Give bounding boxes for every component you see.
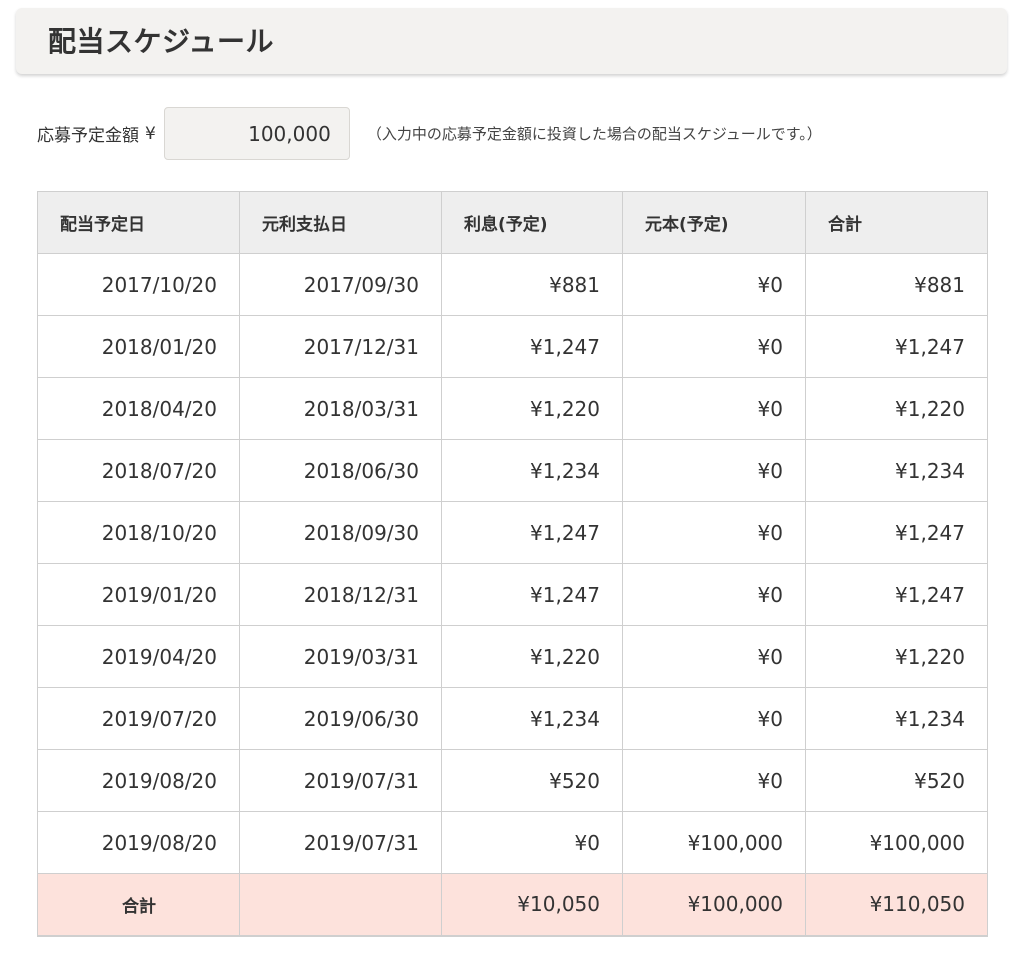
principal-cell: ¥0 xyxy=(622,439,806,502)
dividend-date-cell: 2018/07/20 xyxy=(37,439,240,502)
total-interest-cell: ¥10,050 xyxy=(441,873,623,937)
table-row: 2018/10/20 2018/09/30 ¥1,247 ¥0 ¥1,247 xyxy=(37,501,988,564)
dividend-schedule-table: 配当予定日 元利支払日 利息(予定) 元本(予定) 合計 2017/10/20 … xyxy=(37,191,988,937)
interest-cell: ¥881 xyxy=(441,253,623,316)
total-cell: ¥1,234 xyxy=(805,687,988,750)
column-header-payment-date: 元利支払日 xyxy=(239,191,442,254)
table-row: 2019/07/20 2019/06/30 ¥1,234 ¥0 ¥1,234 xyxy=(37,687,988,750)
interest-cell: ¥1,234 xyxy=(441,687,623,750)
total-cell: ¥100,000 xyxy=(805,811,988,874)
principal-cell: ¥100,000 xyxy=(622,811,806,874)
amount-row: 応募予定金額 ¥ （入力中の応募予定金額に投資した場合の配当スケジュールです。） xyxy=(37,107,822,160)
total-row: 合計 ¥10,050 ¥100,000 ¥110,050 xyxy=(37,873,988,937)
page-header: 配当スケジュール xyxy=(16,8,1007,74)
dividend-date-cell: 2018/01/20 xyxy=(37,315,240,378)
payment-date-cell: 2018/12/31 xyxy=(239,563,442,626)
table-header-row: 配当予定日 元利支払日 利息(予定) 元本(予定) 合計 xyxy=(37,191,988,254)
payment-date-cell: 2019/06/30 xyxy=(239,687,442,750)
dividend-date-cell: 2019/01/20 xyxy=(37,563,240,626)
principal-cell: ¥0 xyxy=(622,315,806,378)
total-cell: ¥1,220 xyxy=(805,377,988,440)
interest-cell: ¥1,247 xyxy=(441,563,623,626)
total-cell: ¥1,220 xyxy=(805,625,988,688)
page-title: 配当スケジュール xyxy=(48,25,275,58)
payment-date-cell: 2017/12/31 xyxy=(239,315,442,378)
amount-note: （入力中の応募予定金額に投資した場合の配当スケジュールです。） xyxy=(366,125,822,143)
principal-cell: ¥0 xyxy=(622,687,806,750)
dividend-date-cell: 2018/04/20 xyxy=(37,377,240,440)
principal-cell: ¥0 xyxy=(622,625,806,688)
column-header-dividend-date: 配当予定日 xyxy=(37,191,240,254)
interest-cell: ¥1,234 xyxy=(441,439,623,502)
dividend-date-cell: 2019/04/20 xyxy=(37,625,240,688)
table-row: 2019/04/20 2019/03/31 ¥1,220 ¥0 ¥1,220 xyxy=(37,625,988,688)
dividend-date-cell: 2018/10/20 xyxy=(37,501,240,564)
payment-date-cell: 2019/07/31 xyxy=(239,811,442,874)
dividend-date-cell: 2019/08/20 xyxy=(37,811,240,874)
interest-cell: ¥0 xyxy=(441,811,623,874)
table-row: 2018/04/20 2018/03/31 ¥1,220 ¥0 ¥1,220 xyxy=(37,377,988,440)
interest-cell: ¥520 xyxy=(441,749,623,812)
total-principal-cell: ¥100,000 xyxy=(622,873,806,937)
payment-date-cell: 2018/03/31 xyxy=(239,377,442,440)
table-row: 2017/10/20 2017/09/30 ¥881 ¥0 ¥881 xyxy=(37,253,988,316)
interest-cell: ¥1,247 xyxy=(441,315,623,378)
payment-date-cell: 2017/09/30 xyxy=(239,253,442,316)
payment-date-cell: 2018/06/30 xyxy=(239,439,442,502)
principal-cell: ¥0 xyxy=(622,749,806,812)
amount-label: 応募予定金額 xyxy=(37,126,139,146)
table-row: 2019/08/20 2019/07/31 ¥0 ¥100,000 ¥100,0… xyxy=(37,811,988,874)
dividend-date-cell: 2019/07/20 xyxy=(37,687,240,750)
total-cell: ¥1,247 xyxy=(805,315,988,378)
grand-total-cell: ¥110,050 xyxy=(805,873,988,937)
table-row: 2019/08/20 2019/07/31 ¥520 ¥0 ¥520 xyxy=(37,749,988,812)
payment-date-cell: 2019/07/31 xyxy=(239,749,442,812)
currency-symbol: ¥ xyxy=(145,123,156,144)
payment-date-cell: 2018/09/30 xyxy=(239,501,442,564)
interest-cell: ¥1,220 xyxy=(441,377,623,440)
principal-cell: ¥0 xyxy=(622,563,806,626)
total-cell: ¥1,247 xyxy=(805,563,988,626)
dividend-date-cell: 2017/10/20 xyxy=(37,253,240,316)
column-header-total: 合計 xyxy=(805,191,988,254)
column-header-principal: 元本(予定) xyxy=(622,191,806,254)
total-row-label: 合計 xyxy=(37,873,240,937)
total-cell: ¥1,234 xyxy=(805,439,988,502)
total-cell: ¥881 xyxy=(805,253,988,316)
principal-cell: ¥0 xyxy=(622,253,806,316)
total-cell: ¥520 xyxy=(805,749,988,812)
principal-cell: ¥0 xyxy=(622,377,806,440)
principal-cell: ¥0 xyxy=(622,501,806,564)
column-header-interest: 利息(予定) xyxy=(441,191,623,254)
table-row: 2018/07/20 2018/06/30 ¥1,234 ¥0 ¥1,234 xyxy=(37,439,988,502)
total-cell: ¥1,247 xyxy=(805,501,988,564)
payment-date-cell: 2019/03/31 xyxy=(239,625,442,688)
amount-input[interactable] xyxy=(163,107,350,160)
interest-cell: ¥1,247 xyxy=(441,501,623,564)
table-row: 2018/01/20 2017/12/31 ¥1,247 ¥0 ¥1,247 xyxy=(37,315,988,378)
total-payment-date-cell xyxy=(239,873,442,937)
interest-cell: ¥1,220 xyxy=(441,625,623,688)
dividend-date-cell: 2019/08/20 xyxy=(37,749,240,812)
table-row: 2019/01/20 2018/12/31 ¥1,247 ¥0 ¥1,247 xyxy=(37,563,988,626)
